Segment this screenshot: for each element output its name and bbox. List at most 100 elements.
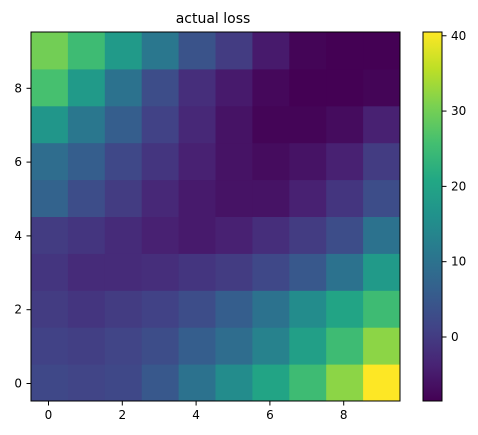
heatmap-cell [252, 105, 290, 144]
heatmap-cell [104, 327, 143, 365]
heatmap-cell [215, 290, 253, 328]
x-axis: 0 2 4 6 8 [45, 401, 348, 422]
heatmap-cell [178, 327, 216, 365]
y-tick: 8 [14, 81, 31, 95]
x-tick-label: 6 [266, 408, 274, 422]
heatmap-cell [363, 253, 401, 291]
heatmap-cell [104, 179, 143, 217]
heatmap-cell [252, 142, 290, 181]
heatmap-cell [289, 32, 327, 70]
colorbar-tick-label: 10 [451, 255, 466, 269]
heatmap-cell [104, 142, 143, 181]
heatmap-cell [326, 32, 364, 70]
heatmap-cell [252, 290, 290, 328]
x-tick-label: 0 [45, 408, 53, 422]
heatmap-cell [252, 327, 290, 365]
heatmap-cell [178, 142, 216, 181]
heatmap-cell [31, 179, 69, 217]
heatmap-cell [141, 32, 180, 70]
heatmap-cell [31, 32, 69, 70]
heatmap-cell [141, 68, 180, 107]
heatmap-cell [252, 253, 290, 291]
colorbar-tick-label: 30 [451, 104, 466, 118]
heatmap-cell [141, 364, 180, 402]
heatmap-cell [326, 216, 364, 254]
heatmap-cell [363, 179, 401, 217]
heatmap-cell [215, 32, 253, 70]
heatmap-cell [141, 290, 180, 328]
x-tick: 0 [45, 401, 53, 422]
heatmap-cell [289, 216, 327, 254]
heatmap-cell [104, 290, 143, 328]
x-tick-label: 4 [192, 408, 200, 422]
heatmap-cell [67, 253, 106, 291]
heatmap-cell [67, 364, 106, 402]
heatmap-cell [178, 105, 216, 144]
x-tick: 8 [340, 401, 348, 422]
heatmap-cell [326, 290, 364, 328]
heatmap-cell [67, 327, 106, 365]
heatmap-cells [31, 32, 401, 402]
heatmap-cell [363, 142, 401, 181]
heatmap-cell [326, 179, 364, 217]
heatmap-cell [67, 68, 106, 107]
heatmap-cell [31, 364, 69, 402]
heatmap-cell [289, 105, 327, 144]
heatmap-cell [215, 68, 253, 107]
heatmap-cell [363, 290, 401, 328]
x-tick: 2 [118, 401, 126, 422]
heatmap-cell [67, 290, 106, 328]
heatmap-cell [104, 253, 143, 291]
heatmap-cell [178, 179, 216, 217]
colorbar-tick-label: 20 [451, 179, 466, 193]
heatmap-cell [31, 68, 69, 107]
heatmap-cell [252, 179, 290, 217]
heatmap-cell [67, 142, 106, 181]
heatmap-cell [178, 32, 216, 70]
x-tick-label: 8 [340, 408, 348, 422]
heatmap-cell [31, 105, 69, 144]
heatmap-cell [178, 68, 216, 107]
heatmap-cell [289, 290, 327, 328]
heatmap-cell [178, 253, 216, 291]
y-axis: 0 2 4 6 8 [14, 81, 31, 391]
heatmap-cell [289, 253, 327, 291]
y-tick: 0 [14, 377, 31, 391]
colorbar [422, 31, 443, 402]
heatmap-cell [363, 105, 401, 144]
heatmap-cell [289, 364, 327, 402]
heatmap-cell [326, 327, 364, 365]
heatmap-cell [326, 68, 364, 107]
heatmap-cell [252, 68, 290, 107]
heatmap-cell [289, 142, 327, 181]
heatmap-cell [178, 216, 216, 254]
colorbar-ticks: 0 10 20 30 40 [442, 29, 466, 344]
y-tick: 4 [14, 229, 31, 243]
x-tick: 4 [192, 401, 200, 422]
heatmap-cell [31, 290, 69, 328]
y-tick-label: 4 [14, 229, 22, 243]
heatmap-cell [289, 327, 327, 365]
heatmap-cell [67, 216, 106, 254]
heatmap-cell [215, 364, 253, 402]
heatmap-cell [363, 327, 401, 365]
heatmap-cell [67, 32, 106, 70]
heatmap-cell [141, 142, 180, 181]
heatmap-cell [215, 216, 253, 254]
heatmap-cell [104, 364, 143, 402]
heatmap-cell [326, 253, 364, 291]
colorbar-tick-label: 40 [451, 29, 466, 43]
heatmap-cell [104, 68, 143, 107]
heatmap-cell [141, 179, 180, 217]
y-tick-label: 0 [14, 377, 22, 391]
heatmap-cell [31, 142, 69, 181]
heatmap-cell [215, 253, 253, 291]
heatmap-cell [363, 364, 401, 402]
x-tick-label: 2 [118, 408, 126, 422]
heatmap-cell [215, 179, 253, 217]
heatmap-cell [178, 290, 216, 328]
heatmap-cell [215, 142, 253, 181]
heatmap-cell [363, 216, 401, 254]
heatmap-cell [31, 253, 69, 291]
